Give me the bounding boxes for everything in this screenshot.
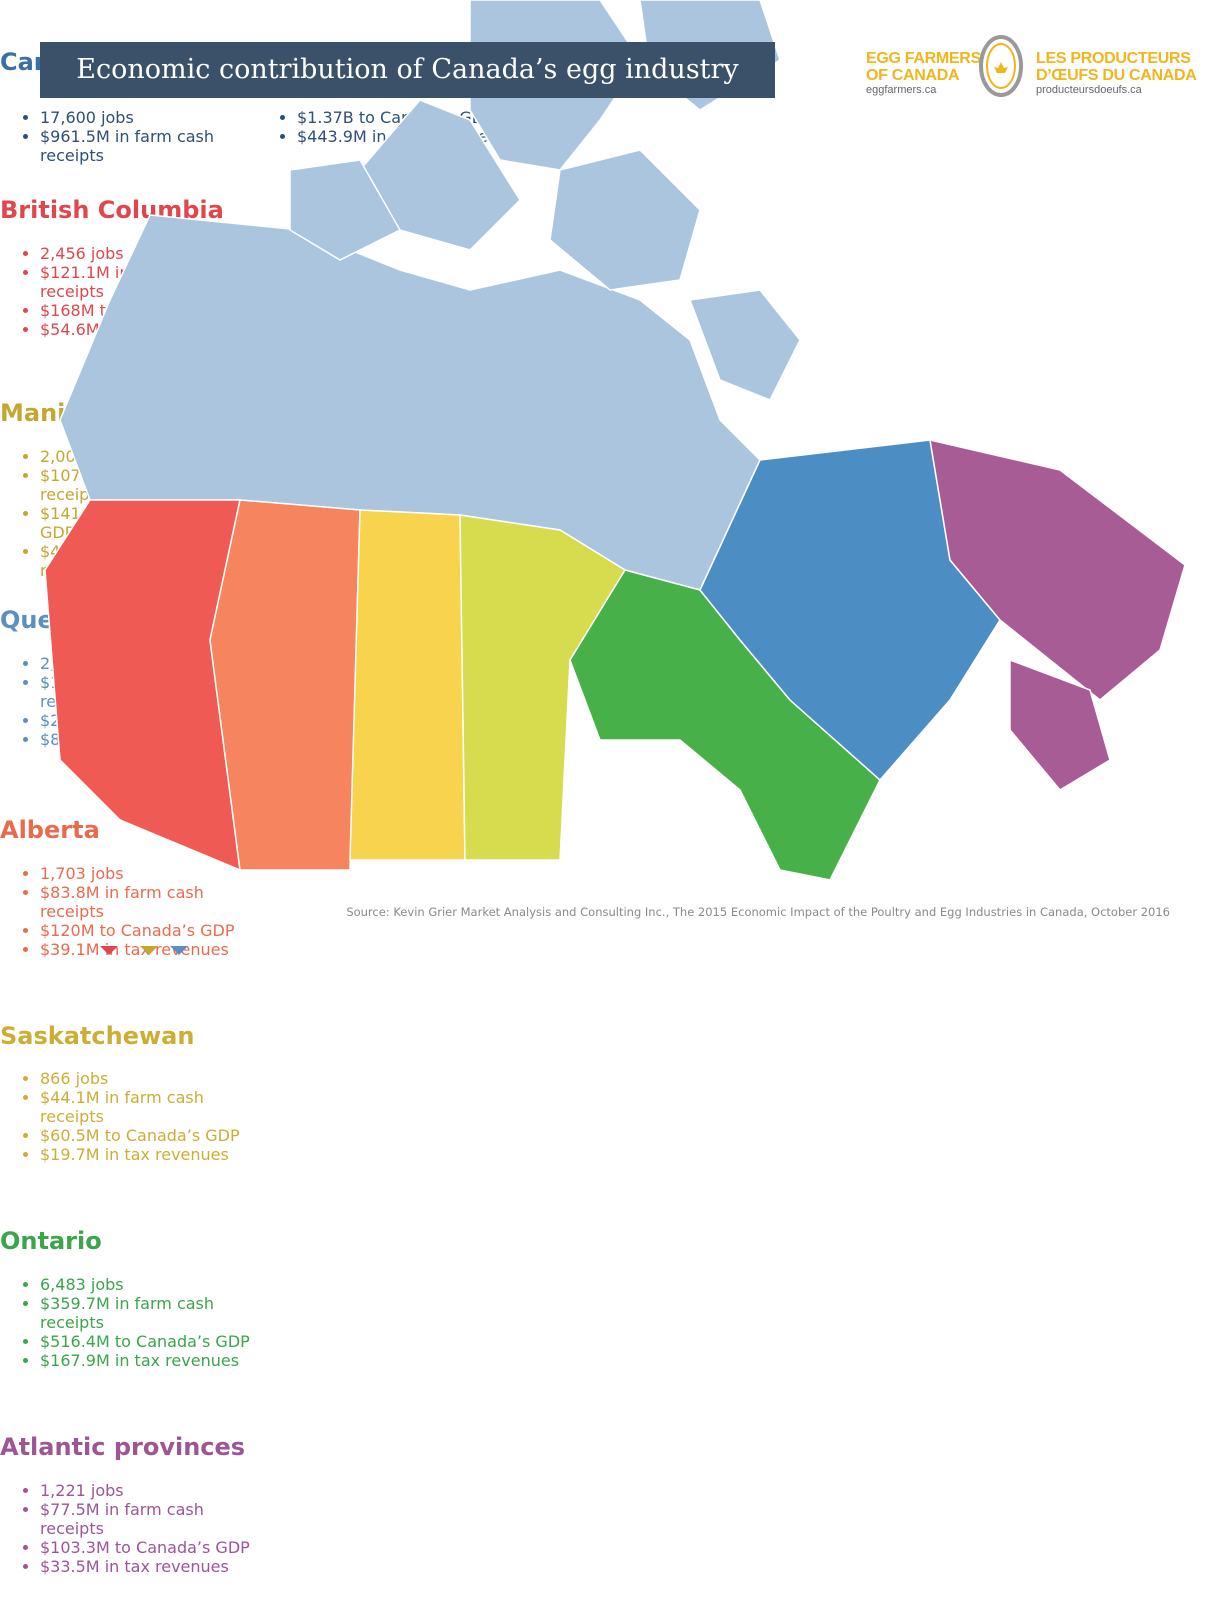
canada-map bbox=[44, 0, 1186, 881]
stat-item: 6,483 jobs bbox=[40, 1275, 250, 1294]
stat-item: $33.5M in tax revenues bbox=[40, 1557, 255, 1576]
atlantic-provinces bbox=[1009, 658, 1111, 791]
stat-item: $60.5M to Canada’s GDP bbox=[40, 1126, 240, 1145]
arctic-island bbox=[549, 149, 701, 291]
info-panel: Ontario 6,483 jobs$359.7M in farm cash re… bbox=[0, 1227, 250, 1413]
alberta bbox=[209, 499, 361, 871]
egg-outline bbox=[979, 35, 1023, 97]
stat-item: $359.7M in farm cash receipts bbox=[40, 1294, 250, 1332]
logo-url: producteursdoeufs.ca bbox=[1036, 84, 1142, 96]
maple-leaf bbox=[994, 62, 1008, 73]
stat-item: 1,221 jobs bbox=[40, 1481, 255, 1500]
stat-item: $77.5M in farm cash receipts bbox=[40, 1500, 255, 1538]
stat-item: 1,703 jobs bbox=[40, 864, 248, 883]
quebec bbox=[699, 439, 1001, 782]
stat-item: $44.1M in farm cash receipts bbox=[40, 1088, 240, 1126]
stat-list: 1,221 jobs$77.5M in farm cash receipts$1… bbox=[0, 1481, 255, 1576]
pointer bbox=[140, 946, 158, 955]
stat-item: 2,456 jobs bbox=[40, 244, 250, 263]
atlantic-provinces bbox=[929, 439, 1186, 701]
info-panel: Atlantic provinces 1,221 jobs$77.5M in fa… bbox=[0, 1433, 255, 1619]
stat-item: $120M to Canada’s GDP bbox=[40, 921, 248, 940]
logo-text: LES PRODUCTEURS bbox=[1036, 50, 1191, 67]
british-columbia bbox=[44, 499, 241, 872]
logo-text: D’ŒUFS DU CANADA bbox=[1036, 67, 1197, 84]
saskatchewan bbox=[349, 509, 466, 861]
stat-item: $516.4M to Canada’s GDP bbox=[40, 1332, 250, 1351]
logo-text: EGG FARMERS bbox=[866, 50, 981, 67]
logo-text: OF CANADA bbox=[866, 67, 960, 84]
title-banner: Economic contribution of Canada’s egg in… bbox=[40, 42, 775, 98]
northern-territories bbox=[59, 0, 801, 591]
pointer bbox=[170, 946, 188, 955]
info-panel: Saskatchewan 866 jobs$44.1M in farm cash … bbox=[0, 1022, 240, 1208]
panel-title: Alberta bbox=[0, 815, 100, 844]
stat-item: 866 jobs bbox=[40, 1069, 240, 1088]
logo-egg bbox=[979, 35, 1023, 97]
logo-fr: LES PRODUCTEURS D’ŒUFS DU CANADA product… bbox=[1036, 50, 1197, 97]
stat-list: 6,483 jobs$359.7M in farm cash receipts$… bbox=[0, 1275, 250, 1370]
panel-title: Saskatchewan bbox=[0, 1021, 195, 1050]
panel-title: Atlantic provinces bbox=[0, 1433, 246, 1462]
arctic-island bbox=[688, 289, 801, 401]
stat-item: $19.7M in tax revenues bbox=[40, 1145, 240, 1164]
arctic-island bbox=[289, 159, 402, 261]
title: Economic contribution of Canada’s egg in… bbox=[76, 54, 739, 85]
logo-en: EGG FARMERS OF CANADA eggfarmers.ca bbox=[866, 50, 981, 97]
stat-item: $167.9M in tax revenues bbox=[40, 1351, 250, 1370]
panel-title: Ontario bbox=[0, 1227, 102, 1256]
page: {"header":{"title":"Economic contributio… bbox=[0, 0, 1220, 943]
logo-url: eggfarmers.ca bbox=[866, 84, 937, 96]
stat-item: $961.5M in farm cash receipts bbox=[40, 127, 257, 165]
stat-item: $103.3M to Canada’s GDP bbox=[40, 1538, 255, 1557]
stat-list: 866 jobs$44.1M in farm cash receipts$60.… bbox=[0, 1069, 240, 1164]
stat-item: $83.8M in farm cash receipts bbox=[40, 883, 248, 921]
stat-item: 17,600 jobs bbox=[40, 108, 257, 127]
stat-list: 17,600 jobs$961.5M in farm cash receipts bbox=[0, 108, 257, 165]
source: Source: Kevin Grier Market Analysis and … bbox=[346, 905, 1170, 919]
pointer bbox=[100, 946, 118, 955]
